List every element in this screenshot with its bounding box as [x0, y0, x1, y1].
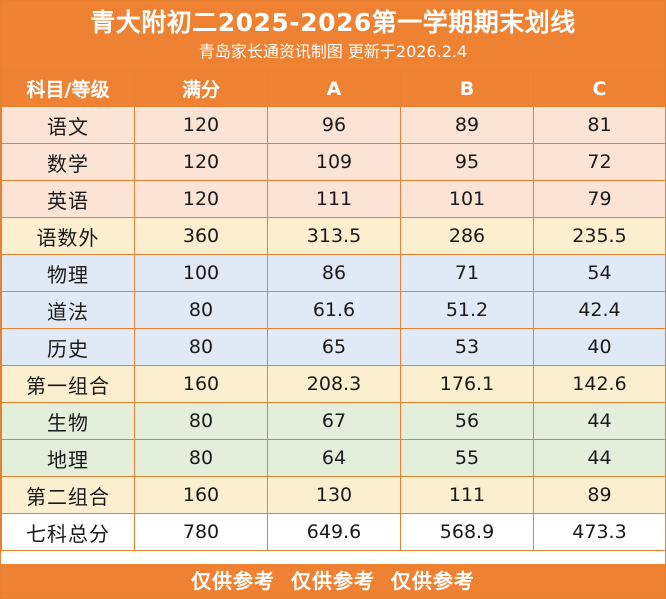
- grade-a-cell: 86: [267, 254, 401, 292]
- table-header-row: 科目/等级 满分 A B C: [1, 70, 666, 107]
- full-score-cell: 80: [134, 328, 268, 366]
- page-subtitle: 青岛家长通资讯制图 更新于2026.2.4: [198, 42, 468, 61]
- grade-b-cell: 89: [400, 106, 534, 144]
- subject-cell: 生物: [1, 402, 135, 440]
- full-score-cell: 120: [134, 180, 268, 218]
- grade-a-cell: 61.6: [267, 291, 401, 329]
- column-header-full: 满分: [134, 70, 268, 107]
- grade-c-cell: 473.3: [533, 513, 666, 551]
- grade-c-cell: 72: [533, 143, 666, 181]
- grade-a-cell: 64: [267, 439, 401, 477]
- full-score-cell: 100: [134, 254, 268, 292]
- full-score-cell: 360: [134, 217, 268, 255]
- subject-cell: 历史: [1, 328, 135, 366]
- grade-b-cell: 568.9: [400, 513, 534, 551]
- subject-cell: 英语: [1, 180, 135, 218]
- column-header-b: B: [400, 70, 534, 107]
- full-score-cell: 80: [134, 291, 268, 329]
- grade-a-cell: 649.6: [267, 513, 401, 551]
- grade-a-cell: 65: [267, 328, 401, 366]
- subject-cell: 第一组合: [1, 365, 135, 403]
- subject-cell: 数学: [1, 143, 135, 181]
- grade-b-cell: 71: [400, 254, 534, 292]
- column-header-c: C: [533, 70, 666, 107]
- grade-c-cell: 142.6: [533, 365, 666, 403]
- grade-a-cell: 130: [267, 476, 401, 514]
- grade-a-cell: 109: [267, 143, 401, 181]
- table-row: 物理 100 86 71 54: [1, 254, 666, 292]
- grade-b-cell: 286: [400, 217, 534, 255]
- grade-c-cell: 44: [533, 402, 666, 440]
- grade-c-cell: 235.5: [533, 217, 666, 255]
- subject-cell: 七科总分: [1, 513, 135, 551]
- grade-c-cell: 79: [533, 180, 666, 218]
- grade-c-cell: 42.4: [533, 291, 666, 329]
- subject-cell: 物理: [1, 254, 135, 292]
- table-row: 数学 120 109 95 72: [1, 143, 666, 181]
- page-title: 青大附初二2025-2026第一学期期末划线: [90, 8, 576, 37]
- subject-cell: 语数外: [1, 217, 135, 255]
- grade-a-cell: 111: [267, 180, 401, 218]
- full-score-cell: 780: [134, 513, 268, 551]
- column-header-subject: 科目/等级: [1, 70, 135, 107]
- grade-a-cell: 313.5: [267, 217, 401, 255]
- grade-c-cell: 89: [533, 476, 666, 514]
- table-row: 七科总分 780 649.6 568.9 473.3: [1, 513, 666, 551]
- table-row: 语文 120 96 89 81: [1, 106, 666, 144]
- grade-a-cell: 96: [267, 106, 401, 144]
- full-score-cell: 80: [134, 439, 268, 477]
- grade-c-cell: 44: [533, 439, 666, 477]
- subject-cell: 地理: [1, 439, 135, 477]
- cutoff-table: 科目/等级 满分 A B C 语文 120 96 89 81 数学 120 10…: [1, 70, 666, 551]
- grade-b-cell: 55: [400, 439, 534, 477]
- full-score-cell: 120: [134, 143, 268, 181]
- grade-b-cell: 101: [400, 180, 534, 218]
- table-row: 第二组合 160 130 111 89: [1, 476, 666, 514]
- table-row: 地理 80 64 55 44: [1, 439, 666, 477]
- grade-c-cell: 40: [533, 328, 666, 366]
- grade-b-cell: 111: [400, 476, 534, 514]
- full-score-cell: 80: [134, 402, 268, 440]
- column-header-a: A: [267, 70, 401, 107]
- full-score-cell: 160: [134, 476, 268, 514]
- table-row: 历史 80 65 53 40: [1, 328, 666, 366]
- grade-a-cell: 67: [267, 402, 401, 440]
- grade-a-cell: 208.3: [267, 365, 401, 403]
- subject-cell: 语文: [1, 106, 135, 144]
- grade-c-cell: 81: [533, 106, 666, 144]
- grade-b-cell: 53: [400, 328, 534, 366]
- subject-cell: 道法: [1, 291, 135, 329]
- grade-b-cell: 176.1: [400, 365, 534, 403]
- disclaimer-footer: 仅供参考 仅供参考 仅供参考: [1, 564, 665, 598]
- grade-b-cell: 51.2: [400, 291, 534, 329]
- table-row: 语数外 360 313.5 286 235.5: [1, 217, 666, 255]
- subject-cell: 第二组合: [1, 476, 135, 514]
- grade-c-cell: 54: [533, 254, 666, 292]
- grade-b-cell: 56: [400, 402, 534, 440]
- full-score-cell: 120: [134, 106, 268, 144]
- table-row: 第一组合 160 208.3 176.1 142.6: [1, 365, 666, 403]
- table-row: 英语 120 111 101 79: [1, 180, 666, 218]
- title-bar: 青大附初二2025-2026第一学期期末划线 青岛家长通资讯制图 更新于2026…: [1, 1, 665, 70]
- full-score-cell: 160: [134, 365, 268, 403]
- table-row: 生物 80 67 56 44: [1, 402, 666, 440]
- grade-b-cell: 95: [400, 143, 534, 181]
- table-row: 道法 80 61.6 51.2 42.4: [1, 291, 666, 329]
